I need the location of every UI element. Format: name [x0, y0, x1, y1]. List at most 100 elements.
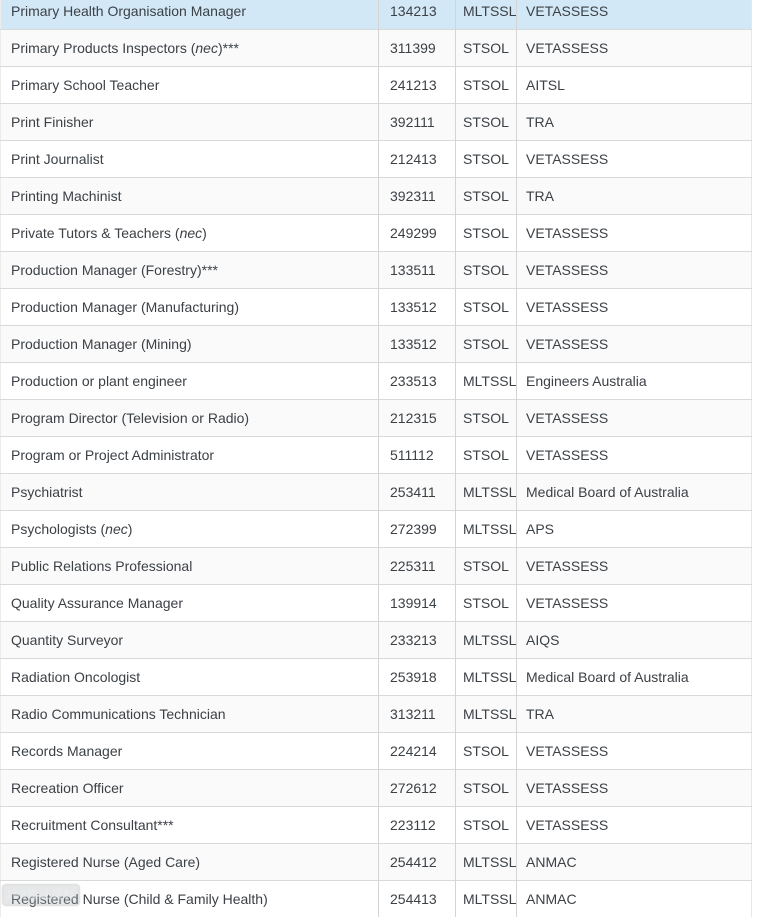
anzsco-code-cell: 212413	[379, 141, 456, 178]
list-type-cell: STSOL	[456, 437, 517, 474]
occupation-cell: Radiation Oncologist	[1, 659, 379, 696]
list-type-cell: STSOL	[456, 215, 517, 252]
assessing-authority-cell: VETASSESS	[517, 252, 752, 289]
anzsco-code-cell: 254412	[379, 844, 456, 881]
occupation-cell: Private Tutors & Teachers (nec)	[1, 215, 379, 252]
list-type-cell: STSOL	[456, 548, 517, 585]
anzsco-code-cell: 223112	[379, 807, 456, 844]
assessing-authority-cell: VETASSESS	[517, 0, 752, 30]
list-type-cell: MLTSSL	[456, 844, 517, 881]
list-type-cell: MLTSSL	[456, 0, 517, 30]
list-type-cell: MLTSSL	[456, 363, 517, 400]
occupation-cell: Primary School Teacher	[1, 67, 379, 104]
anzsco-code-cell: 224214	[379, 733, 456, 770]
table-row[interactable]: Program Director (Television or Radio)21…	[1, 400, 752, 437]
anzsco-code-cell: 134213	[379, 0, 456, 30]
assessing-authority-cell: ANMAC	[517, 844, 752, 881]
table-row[interactable]: Primary Products Inspectors (nec)***3113…	[1, 30, 752, 67]
list-type-cell: MLTSSL	[456, 511, 517, 548]
occupation-nec-italic: nec	[195, 40, 218, 56]
assessing-authority-cell: Medical Board of Australia	[517, 474, 752, 511]
list-type-cell: STSOL	[456, 178, 517, 215]
list-type-cell: STSOL	[456, 770, 517, 807]
occupation-cell: Radio Communications Technician	[1, 696, 379, 733]
occupation-nec-italic: nec	[180, 225, 203, 241]
assessing-authority-cell: VETASSESS	[517, 770, 752, 807]
anzsco-code-cell: 233513	[379, 363, 456, 400]
occupation-cell: Registered Nurse (Aged Care)	[1, 844, 379, 881]
list-type-cell: STSOL	[456, 141, 517, 178]
occupation-text: Private Tutors & Teachers (	[11, 225, 180, 241]
assessing-authority-cell: VETASSESS	[517, 289, 752, 326]
occupation-text: )	[128, 521, 133, 537]
anzsco-code-cell: 313211	[379, 696, 456, 733]
list-type-cell: MLTSSL	[456, 474, 517, 511]
list-type-cell: STSOL	[456, 30, 517, 67]
anzsco-code-cell: 212315	[379, 400, 456, 437]
table-row[interactable]: Production Manager (Manufacturing)133512…	[1, 289, 752, 326]
assessing-authority-cell: Engineers Australia	[517, 363, 752, 400]
assessing-authority-cell: APS	[517, 511, 752, 548]
occupation-cell: Print Finisher	[1, 104, 379, 141]
anzsco-code-cell: 253411	[379, 474, 456, 511]
assessing-authority-cell: VETASSESS	[517, 437, 752, 474]
occupation-cell: Psychologists (nec)	[1, 511, 379, 548]
occupation-cell: Primary Products Inspectors (nec)***	[1, 30, 379, 67]
occupation-cell: Program or Project Administrator	[1, 437, 379, 474]
anzsco-code-cell: 392111	[379, 104, 456, 141]
occupation-cell: Print Journalist	[1, 141, 379, 178]
occupation-text: Primary Products Inspectors (	[11, 40, 195, 56]
occupation-nec-italic: nec	[105, 521, 128, 537]
occupation-cell: Records Manager	[1, 733, 379, 770]
anzsco-code-cell: 272612	[379, 770, 456, 807]
anzsco-code-cell: 392311	[379, 178, 456, 215]
occupation-cell: Primary Health Organisation Manager	[1, 0, 379, 30]
list-type-cell: STSOL	[456, 807, 517, 844]
occupation-cell: Production Manager (Manufacturing)	[1, 289, 379, 326]
occupation-cell: Recreation Officer	[1, 770, 379, 807]
assessing-authority-cell: VETASSESS	[517, 548, 752, 585]
anzsco-code-cell: 225311	[379, 548, 456, 585]
anzsco-code-cell: 133512	[379, 326, 456, 363]
assessing-authority-cell: AIQS	[517, 622, 752, 659]
anzsco-code-cell: 233213	[379, 622, 456, 659]
list-type-cell: STSOL	[456, 252, 517, 289]
occupation-text: Psychologists (	[11, 521, 105, 537]
anzsco-code-cell: 249299	[379, 215, 456, 252]
occupation-cell: Psychiatrist	[1, 474, 379, 511]
occupation-cell: Production or plant engineer	[1, 363, 379, 400]
assessing-authority-cell: VETASSESS	[517, 30, 752, 67]
list-type-cell: MLTSSL	[456, 659, 517, 696]
occupation-cell: Program Director (Television or Radio)	[1, 400, 379, 437]
occupation-cell: Printing Machinist	[1, 178, 379, 215]
occupation-text: )	[202, 225, 207, 241]
assessing-authority-cell: VETASSESS	[517, 585, 752, 622]
list-type-cell: STSOL	[456, 104, 517, 141]
assessing-authority-cell: VETASSESS	[517, 141, 752, 178]
assessing-authority-cell: TRA	[517, 178, 752, 215]
list-type-cell: STSOL	[456, 733, 517, 770]
anzsco-code-cell: 139914	[379, 585, 456, 622]
